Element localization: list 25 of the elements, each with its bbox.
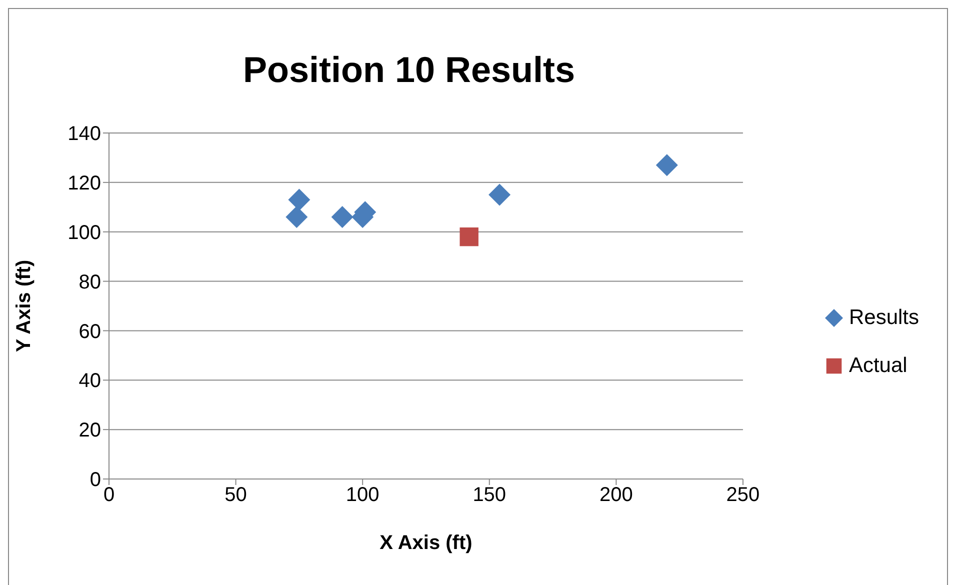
y-tick-label: 100 — [68, 222, 101, 244]
x-axis-title: X Axis (ft) — [380, 532, 472, 554]
y-axis-title: Y Axis (ft) — [13, 260, 36, 352]
legend-label: Actual — [848, 353, 908, 379]
point — [286, 206, 308, 228]
point — [488, 184, 511, 206]
y-tick-label: 140 — [68, 123, 101, 146]
x-tick-label: 100 — [346, 484, 380, 506]
x-tick-label: 150 — [472, 484, 506, 506]
y-tick-label: 20 — [78, 420, 101, 442]
x-tick-label: 250 — [726, 484, 760, 506]
x-tick-label: 0 — [103, 484, 115, 506]
x-tick-label: 200 — [599, 484, 633, 506]
point — [460, 227, 478, 246]
x-tick-label: 50 — [224, 484, 247, 506]
y-tick-label: 60 — [78, 320, 101, 343]
y-tick-label: 40 — [78, 370, 101, 392]
y-tick-label: 120 — [68, 172, 101, 195]
point — [331, 206, 354, 228]
point — [288, 188, 310, 211]
legend-label: Results — [848, 305, 919, 331]
chart-title: Position 10 Results — [242, 49, 576, 91]
point — [656, 154, 678, 176]
y-tick-label: 80 — [78, 271, 101, 294]
y-tick-label: 0 — [90, 469, 101, 492]
